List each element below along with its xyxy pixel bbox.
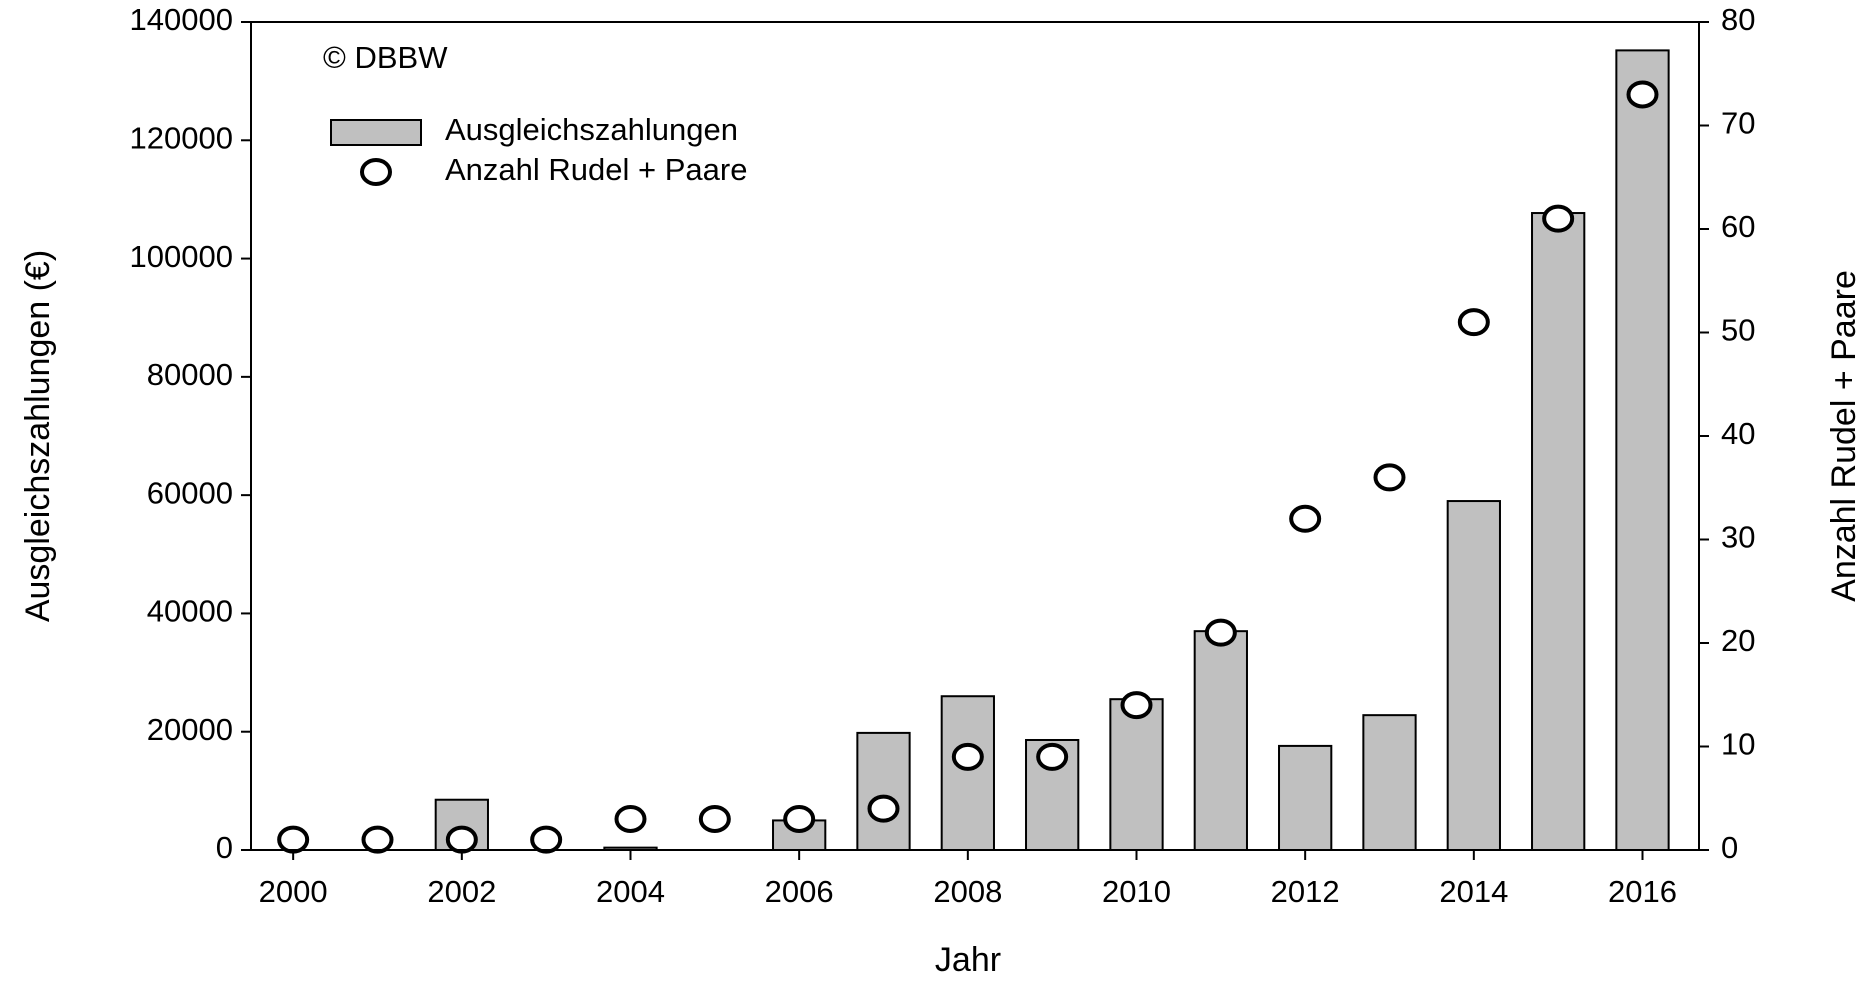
bar bbox=[1193, 630, 1248, 852]
x-tick-label: 2014 bbox=[1439, 874, 1508, 909]
x-axis-title: Jahr bbox=[935, 941, 1001, 979]
x-tick-label: 2016 bbox=[1608, 874, 1677, 909]
y-axis-title: Ausgleichszahlungen (€) bbox=[19, 250, 57, 622]
bar bbox=[1615, 49, 1670, 852]
marker bbox=[445, 825, 478, 854]
y-tick-label: 120000 bbox=[130, 120, 233, 155]
marker bbox=[783, 804, 816, 833]
marker bbox=[951, 742, 984, 771]
plot-frame bbox=[250, 21, 1700, 851]
bar bbox=[1278, 744, 1333, 851]
y2-axis-title: Anzahl Rudel + Paare bbox=[1825, 270, 1863, 602]
y-tick-label: 0 bbox=[216, 830, 233, 865]
y-tick-label: 100000 bbox=[130, 239, 233, 274]
legend-marker bbox=[360, 158, 392, 186]
marker bbox=[1289, 504, 1322, 533]
y2-tick-label: 80 bbox=[1721, 2, 1755, 37]
y2-tick-label: 40 bbox=[1721, 416, 1755, 451]
marker bbox=[614, 804, 647, 833]
x-tick-label: 2002 bbox=[427, 874, 496, 909]
x-tick-label: 2006 bbox=[765, 874, 834, 909]
y2-tick-label: 60 bbox=[1721, 209, 1755, 244]
marker bbox=[1120, 691, 1153, 720]
y2-tick-label: 0 bbox=[1721, 830, 1738, 865]
y2-tick-label: 10 bbox=[1721, 727, 1755, 762]
marker bbox=[1036, 742, 1069, 771]
marker bbox=[1204, 618, 1237, 647]
y-tick-label: 60000 bbox=[147, 475, 233, 510]
y-tick-label: 40000 bbox=[147, 594, 233, 629]
legend-swatch bbox=[330, 119, 422, 146]
y-tick-label: 20000 bbox=[147, 712, 233, 747]
marker bbox=[1626, 80, 1659, 109]
marker bbox=[361, 825, 394, 854]
x-tick-label: 2012 bbox=[1271, 874, 1340, 909]
x-tick-label: 2008 bbox=[933, 874, 1002, 909]
marker bbox=[1373, 463, 1406, 492]
y2-tick-label: 50 bbox=[1721, 313, 1755, 348]
marker bbox=[698, 804, 731, 833]
marker bbox=[867, 794, 900, 823]
marker bbox=[1457, 308, 1490, 337]
bar bbox=[940, 695, 995, 851]
legend-label: Ausgleichszahlungen bbox=[445, 112, 738, 147]
legend-label: Anzahl Rudel + Paare bbox=[445, 152, 747, 187]
bar bbox=[1446, 500, 1501, 851]
marker bbox=[530, 825, 563, 854]
y2-tick-label: 70 bbox=[1721, 106, 1755, 141]
bar bbox=[856, 731, 911, 852]
marker bbox=[277, 825, 310, 854]
marker bbox=[1542, 204, 1575, 233]
bar bbox=[1362, 714, 1417, 852]
y-tick-label: 80000 bbox=[147, 357, 233, 392]
y2-tick-label: 20 bbox=[1721, 623, 1755, 658]
bar bbox=[1531, 212, 1586, 851]
y-tick-label: 140000 bbox=[130, 2, 233, 37]
x-tick-label: 2010 bbox=[1102, 874, 1171, 909]
annotation: © DBBW bbox=[323, 40, 448, 75]
y2-tick-label: 30 bbox=[1721, 520, 1755, 555]
x-tick-label: 2004 bbox=[596, 874, 665, 909]
bar bbox=[1109, 698, 1164, 852]
x-tick-label: 2000 bbox=[259, 874, 328, 909]
